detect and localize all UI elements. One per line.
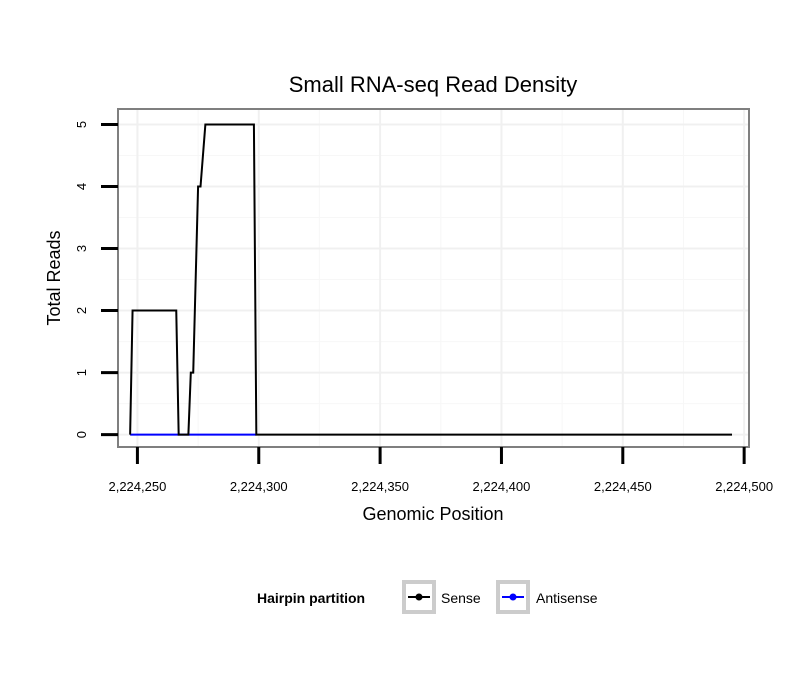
x-tick-label: 2,224,400 xyxy=(473,479,531,494)
chart-title: Small RNA-seq Read Density xyxy=(289,72,578,97)
x-tick-label: 2,224,500 xyxy=(715,479,773,494)
legend: Hairpin partition Sense Antisense xyxy=(257,580,598,614)
y-tick-label: 1 xyxy=(74,369,89,376)
y-tick-label: 2 xyxy=(74,307,89,314)
y-tick-label: 5 xyxy=(74,121,89,128)
y-axis-title: Total Reads xyxy=(44,230,64,325)
y-axis-ticks: 0 1 2 3 4 5 xyxy=(74,121,118,438)
x-tick-label: 2,224,450 xyxy=(594,479,652,494)
legend-title: Hairpin partition xyxy=(257,590,365,606)
legend-item-sense: Sense xyxy=(402,580,481,614)
x-tick-label: 2,224,350 xyxy=(351,479,409,494)
legend-item-antisense: Antisense xyxy=(496,580,598,614)
legend-point-antisense xyxy=(509,593,517,601)
plot-panel xyxy=(118,109,749,447)
x-axis-ticks: 2,224,250 2,224,300 2,224,350 2,224,400 2,22… xyxy=(108,447,773,494)
x-axis-title: Genomic Position xyxy=(362,504,503,524)
plot-border xyxy=(117,108,750,448)
y-tick-label: 3 xyxy=(74,245,89,252)
legend-label-sense: Sense xyxy=(441,590,481,606)
x-tick-label: 2,224,300 xyxy=(230,479,288,494)
x-tick-label: 2,224,250 xyxy=(108,479,166,494)
legend-point-sense xyxy=(415,593,423,601)
series-line-sense xyxy=(129,123,733,436)
data-series xyxy=(129,123,733,436)
legend-label-antisense: Antisense xyxy=(536,590,598,606)
y-tick-label: 4 xyxy=(74,183,89,190)
y-tick-label: 0 xyxy=(74,431,89,438)
